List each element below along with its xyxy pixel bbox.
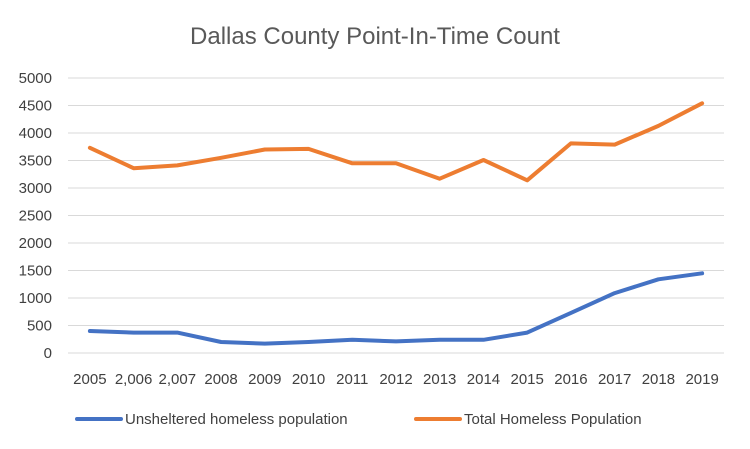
x-tick-label: 2018 bbox=[642, 371, 675, 388]
x-tick-label: 2,006 bbox=[115, 371, 153, 388]
y-tick-label: 3000 bbox=[19, 180, 52, 197]
x-tick-label: 2013 bbox=[423, 371, 456, 388]
y-tick-label: 5000 bbox=[19, 70, 52, 87]
x-tick-label: 2014 bbox=[467, 371, 500, 388]
x-tick-label: 2008 bbox=[204, 371, 237, 388]
y-tick-label: 4000 bbox=[19, 125, 52, 142]
legend: Unsheltered homeless population Total Hom… bbox=[75, 411, 642, 428]
chart-title: Dallas County Point-In-Time Count bbox=[190, 23, 560, 50]
legend-label-1: Total Homeless Population bbox=[464, 411, 642, 428]
x-tick-label: 2,007 bbox=[159, 371, 197, 388]
y-tick-label: 1000 bbox=[19, 290, 52, 307]
y-tick-label: 1500 bbox=[19, 263, 52, 280]
x-axis-tick-labels: 2005 2,006 2,007 2008 2009 2010 2011 2012 2013 20… bbox=[73, 371, 719, 388]
series-line-1 bbox=[87, 101, 705, 183]
series-lines bbox=[87, 101, 705, 346]
x-tick-label: 2009 bbox=[248, 371, 281, 388]
x-tick-label: 2016 bbox=[554, 371, 587, 388]
x-tick-label: 2011 bbox=[336, 371, 368, 388]
y-tick-label: 4500 bbox=[19, 98, 52, 115]
y-tick-label: 2000 bbox=[19, 235, 52, 252]
series-line-0 bbox=[87, 271, 705, 346]
y-tick-label: 3500 bbox=[19, 153, 52, 170]
x-tick-label: 2019 bbox=[685, 371, 718, 388]
x-tick-label: 2017 bbox=[598, 371, 631, 388]
y-tick-label: 0 bbox=[44, 345, 52, 362]
x-tick-label: 2012 bbox=[379, 371, 412, 388]
y-tick-label: 500 bbox=[27, 318, 52, 335]
gridlines bbox=[68, 77, 724, 354]
x-tick-label: 2015 bbox=[511, 371, 544, 388]
legend-label-0: Unsheltered homeless population bbox=[125, 411, 348, 428]
x-tick-label: 2005 bbox=[73, 371, 106, 388]
y-axis-tick-labels: 0 500 1000 1500 2000 2500 3000 3500 4000 4500 5000 bbox=[19, 70, 52, 362]
x-tick-label: 2010 bbox=[292, 371, 325, 388]
y-tick-label: 2500 bbox=[19, 208, 52, 225]
